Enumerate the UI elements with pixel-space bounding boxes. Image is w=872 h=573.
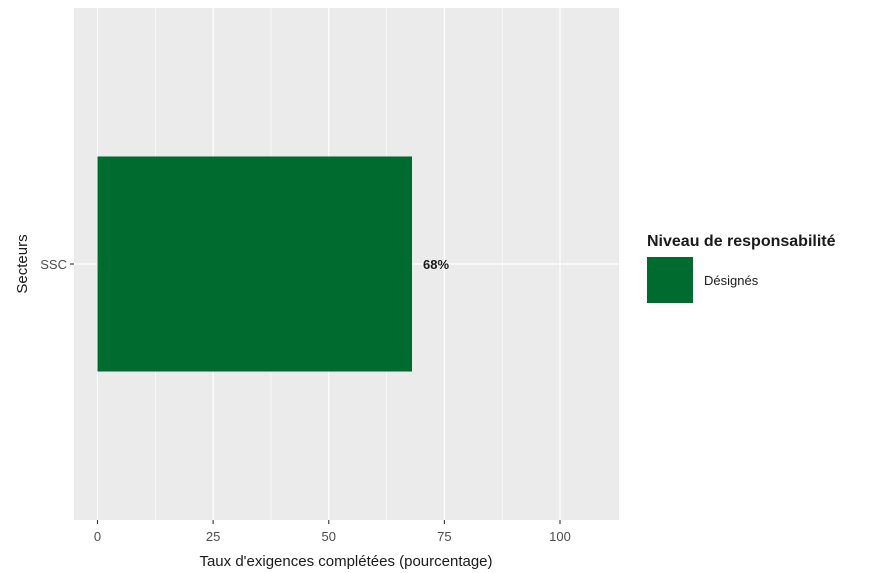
x-tick-label: 50	[322, 529, 336, 544]
legend-title: Niveau de responsabilité	[647, 233, 836, 250]
bar-ssc	[97, 156, 412, 372]
y-axis-title: Secteurs	[14, 234, 31, 293]
y-tick-label: SSC	[40, 257, 67, 272]
x-axis-title: Taux d'exigences complétées (pourcentage…	[199, 553, 492, 570]
legend: Niveau de responsabilité Désignés	[647, 233, 836, 303]
bars	[97, 156, 412, 372]
x-axis: 0 25 50 75 100	[94, 520, 571, 544]
data-labels: 68%	[423, 257, 449, 272]
x-tick-label: 100	[549, 529, 571, 544]
y-axis: SSC	[40, 257, 74, 272]
x-tick-label: 75	[437, 529, 451, 544]
x-tick-label: 0	[94, 529, 101, 544]
legend-label-designes: Désignés	[704, 273, 759, 288]
data-label-ssc: 68%	[423, 257, 449, 272]
legend-key-designes	[647, 257, 693, 303]
x-tick-label: 25	[206, 529, 220, 544]
